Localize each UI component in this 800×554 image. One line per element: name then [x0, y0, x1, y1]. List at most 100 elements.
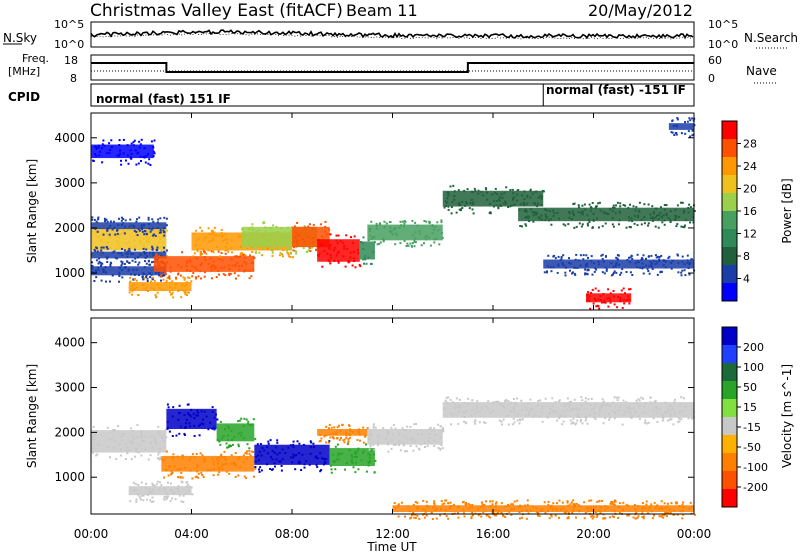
- velocity-feature: [442, 396, 695, 426]
- noise-panel: N.Sky 10^5 10^0 10^5 10^0 N.Search: [3, 18, 798, 51]
- freq-tick-bottom: 8: [70, 72, 77, 85]
- x-axis-label: Time UT: [366, 540, 417, 554]
- colorbar-tick-label: 200: [743, 341, 764, 354]
- noise-tick-bottom-right: 10^0: [708, 38, 738, 51]
- freq-label-1: Freq.: [22, 52, 49, 65]
- nsky-label: N.Sky: [3, 31, 37, 45]
- colorbar-swatch: [722, 327, 737, 346]
- power-feature: [585, 287, 632, 310]
- freq-label-2: [MHz]: [8, 65, 40, 78]
- power-feature: [91, 138, 156, 166]
- colorbar-swatch: [722, 453, 737, 472]
- date-label: 20/May/2012: [588, 1, 693, 20]
- colorbar-swatch: [722, 417, 737, 436]
- velocity-feature: [367, 423, 445, 453]
- y-tick-label: 1000: [54, 470, 85, 484]
- y-tick-label: 4000: [54, 131, 85, 145]
- colorbar-tick-label: 100: [743, 361, 764, 374]
- colorbar-swatch: [722, 229, 737, 248]
- power-feature: [359, 236, 376, 265]
- freq-tick-top: 18: [64, 54, 78, 67]
- plot-title: Christmas Valley East (fitACF): [90, 1, 343, 21]
- y-tick-label: 2000: [54, 425, 85, 439]
- cpid-panel: CPID normal (fast) 151 IF normal (fast) …: [8, 83, 695, 107]
- y-tick-label: 3000: [54, 381, 85, 395]
- colorbar-swatch: [722, 247, 737, 266]
- colorbar-swatch: [722, 345, 737, 364]
- nsearch-label: N.Search: [744, 31, 798, 45]
- colorbar-swatch: [722, 175, 737, 194]
- colorbar-tick-label: -50: [743, 441, 761, 454]
- nave-tick-top: 60: [708, 54, 722, 67]
- velocity-feature: [317, 423, 369, 444]
- colorbar-swatch: [722, 265, 737, 284]
- colorbar-swatch: [722, 193, 737, 212]
- velocity-feature: [254, 439, 331, 473]
- beam-label: Beam 11: [346, 1, 418, 20]
- velocity-panel: 1000 2000 3000 4000 Slant Range [km]: [25, 317, 696, 520]
- velocity-data-layer: [91, 396, 696, 520]
- nave-tick-bottom: 0: [708, 72, 715, 85]
- colorbar-tick-label: 20: [743, 183, 757, 196]
- x-tick-label: 08:00: [275, 527, 310, 541]
- colorbar-tick-label: -200: [743, 481, 768, 494]
- power-feature: [543, 253, 695, 277]
- freq-panel: Freq. [MHz] 18 8 60 0 Nave: [8, 52, 778, 85]
- power-feature: [91, 260, 167, 283]
- colorbar-tick-label: 15: [743, 401, 757, 414]
- cpid-program-1: normal (fast) 151 IF: [96, 92, 231, 106]
- colorbar-tick-label: 4: [743, 273, 750, 286]
- velocity-feature: [128, 480, 194, 503]
- colorbar-swatch: [722, 283, 737, 302]
- colorbar-tick-label: 28: [743, 138, 757, 151]
- y-tick-label: 2000: [54, 221, 85, 235]
- colorbar-tick-label: 12: [743, 228, 757, 241]
- cpid-label: CPID: [8, 90, 40, 104]
- colorbar-tick-label: 16: [743, 205, 757, 218]
- power-y-axis: 1000 2000 3000 4000: [54, 131, 694, 280]
- velocity-colorbar-label: Velocity [m s^-1]: [780, 364, 794, 468]
- colorbar-tick-label: 50: [743, 381, 757, 394]
- power-y-label: Slant Range [km]: [25, 159, 39, 263]
- frequency-line: [91, 62, 694, 73]
- noise-tick-top-left: 10^5: [54, 18, 84, 31]
- x-tick-label: 00:00: [74, 527, 109, 541]
- velocity-feature: [329, 442, 377, 474]
- velocity-feature: [166, 403, 219, 437]
- cpid-program-2: normal (fast) -151 IF: [546, 83, 686, 97]
- power-feature: [153, 250, 256, 280]
- colorbar-swatch: [722, 121, 737, 140]
- power-feature: [91, 216, 168, 237]
- colorbar-swatch: [722, 381, 737, 400]
- velocity-feature: [91, 424, 168, 461]
- power-panel: 1000 2000 3000 4000 Slant Range [km]: [25, 112, 696, 311]
- power-colorbar-label: Power [dB]: [780, 178, 794, 243]
- power-feature: [442, 184, 545, 215]
- power-feature: [367, 219, 444, 248]
- power-colorbar: 28 24 20 16 12 8 4: [721, 120, 757, 302]
- colorbar-swatch: [722, 211, 737, 230]
- colorbar-tick-label: -100: [743, 461, 768, 474]
- y-tick-label: 4000: [54, 336, 85, 350]
- colorbar-swatch: [722, 489, 737, 508]
- power-feature: [128, 276, 193, 299]
- colorbar-tick-label: -15: [743, 421, 761, 434]
- velocity-feature: [392, 499, 696, 520]
- velocity-y-axis: 1000 2000 3000 4000: [54, 336, 694, 484]
- x-tick-label: 20:00: [576, 527, 611, 541]
- colorbar-tick-label: 8: [743, 250, 750, 263]
- velocity-feature: [161, 450, 257, 480]
- velocity-y-label: Slant Range [km]: [25, 364, 39, 468]
- colorbar-swatch: [722, 157, 737, 176]
- x-tick-label: 04:00: [174, 527, 209, 541]
- noise-tick-bottom-left: 10^0: [54, 38, 84, 51]
- velocity-feature: [216, 417, 257, 450]
- noise-sky-line: [90, 29, 694, 40]
- y-tick-label: 1000: [54, 266, 85, 280]
- colorbar-swatch: [722, 399, 737, 418]
- velocity-colorbar: 200 100 50 15 -15 -50 -100 -200: [721, 326, 768, 508]
- nave-label: Nave: [746, 64, 777, 78]
- time-axis: 00:00 04:00 08:00 12:00 16:00 20:00 00:00: [74, 113, 712, 541]
- x-tick-label: 00:00: [677, 527, 712, 541]
